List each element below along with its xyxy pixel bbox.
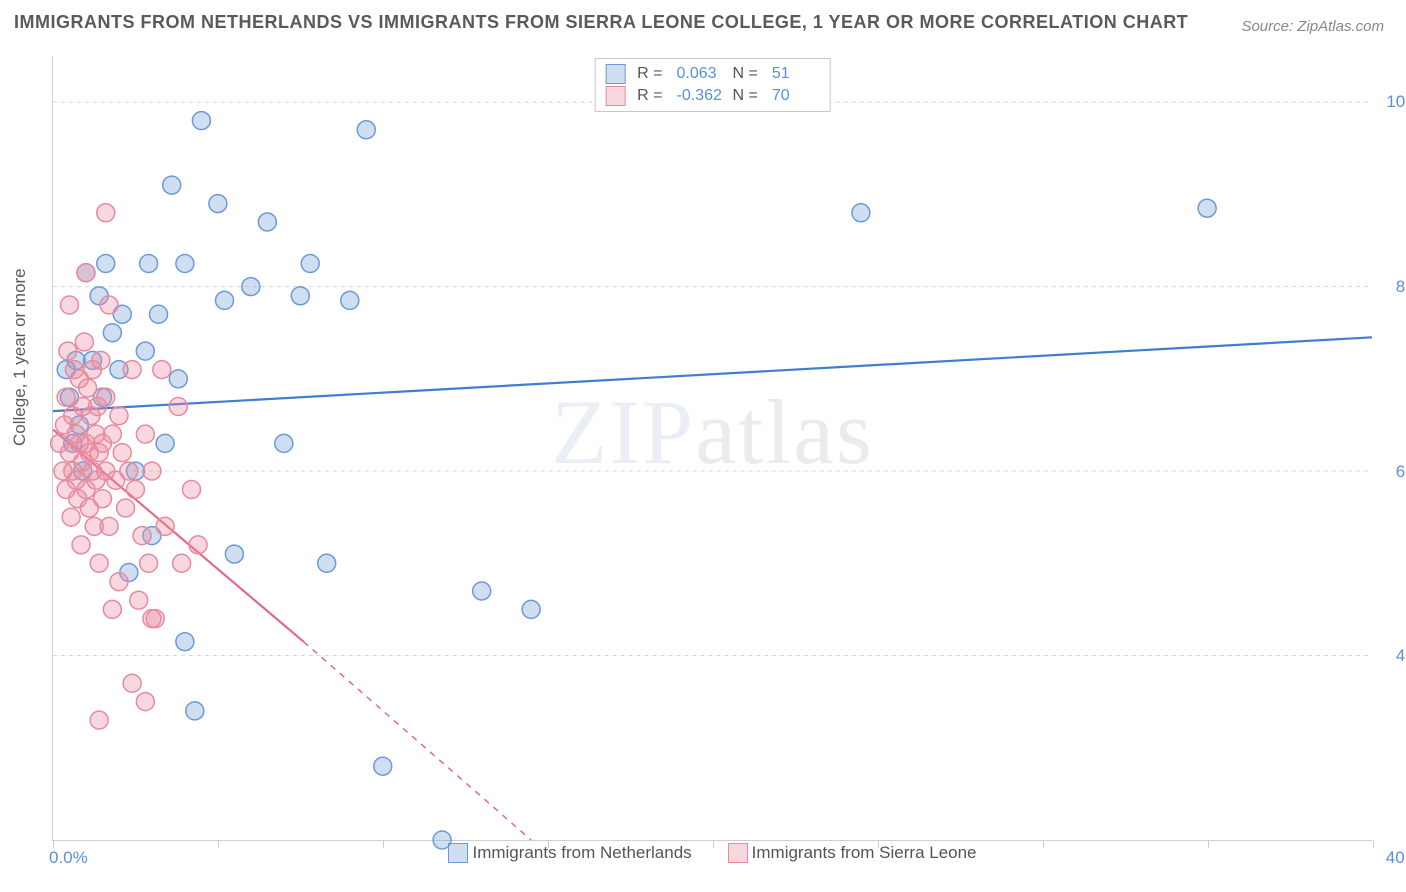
- y-tick-label: 80.0%: [1396, 277, 1406, 297]
- y-tick-label: 60.0%: [1396, 462, 1406, 482]
- correlation-legend: R = 0.063 N = 51 R = -0.362 N = 70: [594, 58, 831, 112]
- legend-r-value: -0.362: [671, 85, 725, 107]
- legend-swatch: [448, 843, 468, 863]
- x-tick-label: 40.0%: [1386, 848, 1406, 868]
- legend-n-label: N =: [733, 63, 758, 85]
- legend-item: Immigrants from Netherlands: [448, 843, 691, 863]
- y-axis-label: College, 1 year or more: [10, 268, 30, 446]
- legend-r-label: R =: [637, 63, 662, 85]
- legend-r-label: R =: [637, 85, 662, 107]
- legend-series-name: Immigrants from Sierra Leone: [752, 843, 977, 863]
- legend-n-label: N =: [733, 85, 758, 107]
- legend-swatch: [605, 86, 625, 106]
- legend-row: R = -0.362 N = 70: [605, 85, 820, 107]
- legend-n-value: 51: [766, 63, 820, 85]
- legend-series-name: Immigrants from Netherlands: [472, 843, 691, 863]
- series-legend: Immigrants from Netherlands Immigrants fr…: [53, 843, 1372, 868]
- legend-swatch: [728, 843, 748, 863]
- legend-row: R = 0.063 N = 51: [605, 63, 820, 85]
- chart-title: IMMIGRANTS FROM NETHERLANDS VS IMMIGRANT…: [14, 12, 1188, 33]
- chart-svg: [53, 56, 1372, 840]
- source-label: Source: ZipAtlas.com: [1241, 18, 1384, 35]
- legend-swatch: [605, 64, 625, 84]
- y-tick-label: 100.0%: [1386, 92, 1406, 112]
- legend-r-value: 0.063: [671, 63, 725, 85]
- legend-item: Immigrants from Sierra Leone: [728, 843, 977, 863]
- legend-n-value: 70: [766, 85, 820, 107]
- plot-area: ZIPatlas 40.0%60.0%80.0%100.0% 0.0%40.0%…: [52, 56, 1372, 841]
- y-tick-label: 40.0%: [1396, 646, 1406, 666]
